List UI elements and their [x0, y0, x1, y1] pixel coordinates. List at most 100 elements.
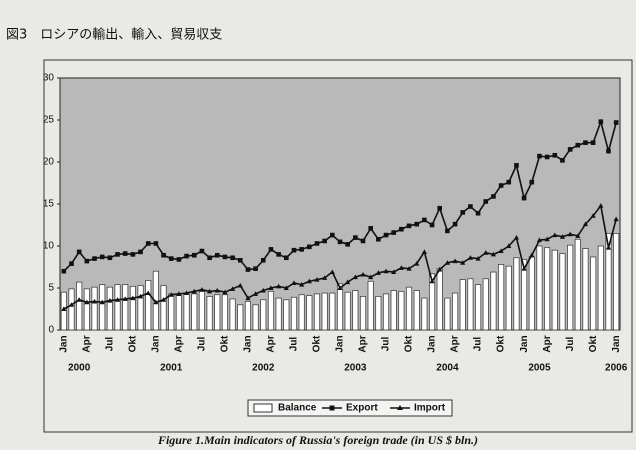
marker: [475, 210, 481, 216]
marker: [598, 119, 604, 124]
marker: [61, 268, 67, 274]
marker: [206, 288, 213, 294]
x-tick-label: Jan: [427, 335, 438, 352]
bar: [175, 295, 182, 331]
marker: [138, 249, 143, 255]
x-tick-label: Apr: [266, 335, 277, 352]
marker: [230, 255, 235, 261]
bar: [198, 290, 206, 331]
marker: [498, 183, 504, 188]
marker: [383, 232, 389, 238]
marker: [176, 291, 182, 296]
marker: [161, 252, 166, 258]
marker: [306, 278, 312, 284]
marker: [337, 285, 343, 290]
legend-label: Balance: [278, 403, 317, 414]
marker: [613, 120, 619, 125]
legend-box: [247, 399, 453, 417]
marker: [337, 239, 343, 245]
marker: [76, 297, 82, 302]
marker: [514, 163, 519, 168]
y-tick-label: 30: [43, 73, 55, 84]
x-tick-label: Apr: [81, 335, 92, 352]
x-tick-label: Jan: [611, 335, 622, 352]
marker: [422, 217, 427, 223]
marker: [414, 221, 420, 227]
legend-swatch: [253, 403, 273, 413]
page-title: 図3 ロシアの輸出、輸入、貿易収支: [6, 28, 222, 43]
marker: [260, 287, 266, 293]
marker: [490, 251, 497, 257]
year-label: 2001: [160, 363, 183, 374]
marker: [429, 278, 435, 284]
bar: [306, 295, 313, 331]
bar: [214, 294, 221, 331]
marker: [460, 210, 466, 215]
marker: [237, 282, 243, 288]
x-tick-label: Okt: [128, 335, 139, 352]
legend-swatch: [329, 405, 335, 411]
x-tick-label: Jan: [335, 335, 346, 352]
y-tick-label: 25: [43, 115, 55, 126]
marker: [222, 254, 228, 260]
marker: [268, 247, 274, 252]
bar: [191, 293, 198, 331]
bar: [76, 281, 83, 331]
marker: [222, 289, 228, 295]
marker: [606, 148, 611, 154]
x-tick-label: Okt: [220, 335, 231, 352]
marker: [583, 140, 588, 145]
x-tick-label: Apr: [358, 335, 369, 352]
bar: [459, 279, 466, 331]
marker: [391, 269, 397, 275]
marker: [153, 241, 159, 246]
marker: [307, 244, 312, 250]
marker: [590, 213, 596, 218]
marker: [345, 279, 351, 285]
year-label: 2006: [605, 363, 628, 374]
marker: [84, 299, 90, 305]
x-tick-label: Jul: [289, 337, 300, 352]
bar: [390, 290, 397, 331]
bar: [267, 290, 275, 331]
year-label: 2000: [68, 363, 91, 374]
bar: [367, 280, 374, 331]
marker: [421, 249, 427, 254]
x-tick-label: Jan: [58, 335, 69, 352]
marker: [130, 252, 136, 257]
bar: [252, 304, 259, 331]
marker: [107, 298, 113, 303]
bar: [298, 294, 305, 331]
marker: [130, 295, 136, 301]
marker: [237, 257, 243, 263]
marker: [191, 288, 197, 294]
bar: [436, 268, 443, 331]
marker: [437, 266, 443, 272]
x-tick-label: Jul: [197, 337, 208, 352]
x-tick-label: Okt: [404, 335, 415, 352]
marker: [76, 249, 82, 255]
bar: [490, 271, 497, 331]
marker: [230, 286, 236, 291]
bar: [513, 257, 520, 331]
bar: [221, 294, 229, 331]
x-tick-label: Okt: [496, 335, 507, 352]
bar: [344, 291, 351, 331]
marker: [245, 295, 251, 301]
x-tick-label: Jan: [519, 335, 530, 352]
marker: [314, 241, 320, 246]
bar: [413, 290, 420, 331]
marker: [467, 255, 474, 260]
marker: [399, 226, 404, 232]
marker: [445, 228, 450, 234]
marker: [245, 267, 251, 272]
marker: [552, 232, 558, 238]
marker: [506, 179, 512, 185]
legend-label: Export: [346, 403, 378, 414]
marker: [498, 248, 504, 254]
bar: [122, 284, 129, 331]
bar: [536, 245, 543, 331]
marker: [582, 221, 589, 227]
bar: [428, 273, 436, 331]
